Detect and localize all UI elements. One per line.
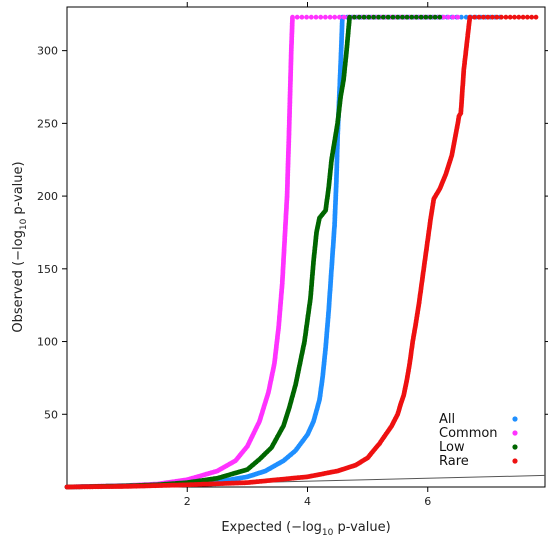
data-point [445, 14, 451, 20]
legend-marker [512, 458, 518, 464]
legend-marker [512, 430, 518, 436]
data-point [512, 14, 517, 20]
data-point [533, 14, 539, 20]
data-point [472, 14, 477, 20]
data-point [409, 14, 415, 20]
data-point [299, 14, 305, 20]
data-point [423, 14, 429, 20]
data-point [352, 14, 357, 20]
data-point [529, 14, 535, 20]
series-common [64, 14, 461, 490]
data-points [64, 14, 539, 490]
legend-marker [512, 416, 518, 422]
data-point [304, 14, 309, 20]
y-tick-label: 150 [37, 263, 58, 276]
data-point [294, 14, 300, 20]
x-tick-label: 6 [424, 495, 431, 508]
data-point [455, 14, 461, 20]
y-axis-label: Observed (−log10 p-value) [11, 161, 29, 332]
data-point [476, 14, 482, 20]
data-point [494, 14, 500, 20]
data-point [313, 14, 319, 20]
data-point [516, 14, 522, 20]
y-tick-label: 200 [37, 190, 58, 203]
data-point [366, 14, 372, 20]
data-point [490, 14, 495, 20]
legend-label: All [439, 412, 455, 427]
x-axis-label: Expected (−log10 p-value) [221, 520, 390, 538]
data-point [428, 14, 433, 20]
data-point [459, 14, 464, 20]
data-point [308, 14, 314, 20]
data-point [376, 14, 381, 20]
data-point [361, 14, 367, 20]
y-tick-label: 100 [37, 336, 58, 349]
data-point [290, 14, 295, 20]
data-point [371, 14, 376, 20]
data-point [395, 14, 401, 20]
data-point [323, 14, 328, 20]
data-point [332, 14, 338, 20]
legend-marker [512, 444, 518, 450]
data-point [356, 14, 362, 20]
data-point [327, 14, 333, 20]
data-point [404, 14, 410, 20]
legend-label: Common [439, 426, 498, 441]
data-point [441, 14, 446, 20]
data-point [347, 14, 352, 20]
data-point [467, 14, 473, 20]
y-tick-label: 300 [37, 45, 58, 58]
data-point [380, 14, 386, 20]
data-point [485, 14, 491, 20]
data-point [499, 14, 504, 20]
data-point [525, 14, 530, 20]
data-point [337, 14, 342, 20]
series-rare [64, 14, 539, 490]
data-point [520, 14, 526, 20]
data-point [437, 14, 443, 20]
data-point [341, 14, 347, 20]
x-tick-label: 4 [304, 495, 311, 508]
data-point [507, 14, 513, 20]
data-point [418, 14, 424, 20]
legend-label: Low [439, 440, 465, 455]
data-point [481, 14, 486, 20]
x-axis-ticks: 2 4 6 [184, 2, 431, 508]
data-point [318, 14, 324, 20]
y-tick-label: 250 [37, 117, 58, 130]
data-point [414, 14, 419, 20]
series-low [64, 14, 443, 490]
data-point [400, 14, 405, 20]
plot-frame [66, 6, 546, 488]
data-point [432, 14, 438, 20]
data-point [390, 14, 396, 20]
data-point [503, 14, 509, 20]
y-tick-label: 50 [44, 408, 58, 421]
y-axis-ticks: 50 100 150 200 250 300 [37, 45, 548, 421]
data-point [385, 14, 391, 20]
data-point [450, 14, 456, 20]
legend-label: Rare [439, 454, 469, 469]
x-tick-label: 2 [184, 495, 191, 508]
